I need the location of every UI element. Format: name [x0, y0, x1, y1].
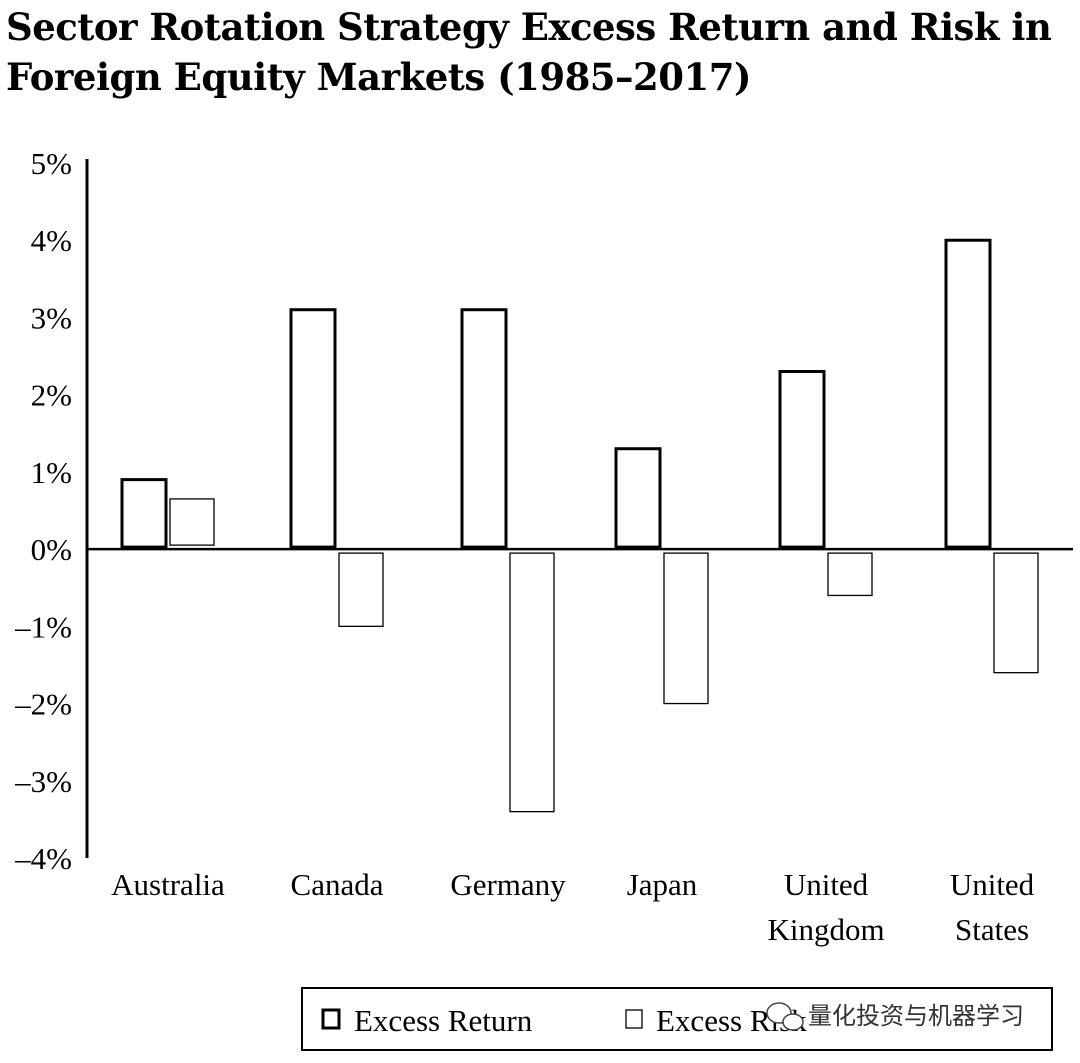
legend: Excess Return Excess Risk: [301, 987, 1053, 1051]
excess-return-bar: [289, 308, 337, 549]
wechat-icon: [766, 1002, 804, 1031]
excess-return-bar: [120, 478, 168, 549]
bars: [120, 238, 1039, 813]
y-tick-label: 3%: [31, 300, 72, 335]
excess-risk-bar: [509, 552, 555, 813]
y-tick-label: –1%: [14, 609, 72, 644]
excess-return-bar: [460, 308, 508, 549]
legend-box: [301, 987, 1053, 1051]
excess-risk-bar: [169, 498, 215, 546]
excess-return-bar: [778, 370, 826, 549]
watermark-text: 量化投资与机器学习: [808, 1002, 1024, 1030]
y-tick-label: –3%: [14, 764, 72, 799]
y-tick-label: 0%: [31, 532, 72, 567]
watermark: 量化投资与机器学习: [766, 1002, 1024, 1031]
legend-label-excess-return: Excess Return: [354, 1003, 533, 1038]
x-category-label: United States: [950, 867, 1035, 947]
y-tick-label: –2%: [14, 687, 72, 722]
x-category-label: Germany: [450, 867, 566, 902]
excess-return-bar: [614, 447, 662, 549]
x-category-label: Australia: [111, 867, 225, 902]
x-category-label: Canada: [291, 867, 384, 902]
y-tick-label: –4%: [14, 841, 72, 876]
y-tick-label: 2%: [31, 378, 72, 413]
y-tick-label: 4%: [31, 223, 72, 258]
legend-swatch-excess-return: [321, 1008, 341, 1030]
excess-risk-bar: [338, 552, 384, 627]
y-tick-label: 5%: [31, 146, 72, 181]
excess-risk-bar: [827, 552, 873, 597]
excess-return-bar: [944, 238, 992, 549]
legend-swatch-excess-risk: [625, 1009, 643, 1029]
chart-title: Sector Rotation Strategy Excess Return a…: [6, 5, 1052, 99]
x-category-label: United Kingdom: [767, 867, 884, 947]
y-axis: 5% 4% 3% 2% 1% 0% –1% –2% –3% –4%: [14, 146, 89, 876]
category-labels: Australia Canada Germany Japan United Kingdom…: [111, 867, 1035, 947]
x-category-label: Japan: [627, 867, 698, 902]
y-tick-label: 1%: [31, 455, 72, 490]
excess-risk-bar: [993, 552, 1039, 674]
excess-risk-bar: [663, 552, 709, 705]
